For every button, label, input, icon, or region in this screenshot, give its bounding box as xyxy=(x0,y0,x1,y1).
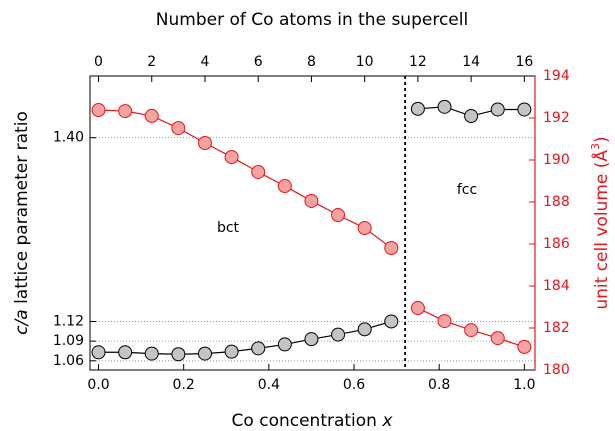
data-point xyxy=(171,347,186,362)
data-point xyxy=(490,102,505,117)
y-tick-label: 1.09 xyxy=(53,333,84,349)
data-point xyxy=(171,121,186,136)
data-point xyxy=(410,101,425,116)
y-tick-label: 1.12 xyxy=(53,313,84,329)
y2-tick-label: 184 xyxy=(543,278,570,294)
data-point xyxy=(197,346,212,361)
data-point xyxy=(277,179,292,194)
data-point xyxy=(91,103,106,118)
top-axis-label: Number of Co atoms in the supercell xyxy=(156,10,468,30)
data-point xyxy=(331,327,346,342)
data-point xyxy=(144,108,159,123)
x2-tick-label: 4 xyxy=(201,54,210,70)
y-tick-label: 1.40 xyxy=(53,130,84,146)
data-point xyxy=(517,339,532,354)
x2-tick-label: 10 xyxy=(356,54,374,70)
data-point xyxy=(224,150,239,165)
y-axis-label: c/a lattice parameter ratio xyxy=(12,111,32,335)
y2-tick-label: 186 xyxy=(543,236,570,252)
data-point xyxy=(357,221,372,236)
y2-tick-label: 182 xyxy=(543,320,570,336)
x2-tick-label: 16 xyxy=(515,54,533,70)
data-point xyxy=(251,164,266,179)
y2-axis-label-end: ) xyxy=(592,136,612,143)
x-axis-label: Co concentration x xyxy=(232,411,394,431)
x-tick-label: 0.0 xyxy=(87,377,109,393)
y2-tick-label: 194 xyxy=(543,68,570,84)
x2-tick-label: 14 xyxy=(462,54,480,70)
data-point xyxy=(304,193,319,208)
data-point xyxy=(304,332,319,347)
data-point xyxy=(464,109,479,124)
x-tick-label: 0.2 xyxy=(173,377,195,393)
x2-tick-label: 12 xyxy=(409,54,427,70)
y2-tick-label: 192 xyxy=(543,110,570,126)
x-tick-label: 0.8 xyxy=(428,377,450,393)
x-tick-label: 0.6 xyxy=(343,377,365,393)
series-line xyxy=(98,320,392,355)
data-point xyxy=(437,99,452,114)
data-point xyxy=(224,344,239,359)
data-point xyxy=(118,104,133,119)
data-point xyxy=(118,345,133,360)
x2-tick-label: 8 xyxy=(307,54,316,70)
x-tick-label: 0.4 xyxy=(258,377,280,393)
data-point xyxy=(384,314,399,329)
y2-tick-label: 180 xyxy=(543,362,570,378)
annotation: fcc xyxy=(457,182,477,198)
y-axis-label-var: c/a xyxy=(12,309,32,335)
y2-axis-label-sup: 3 xyxy=(589,143,602,150)
data-point xyxy=(490,331,505,346)
y2-axis-label: unit cell volume (Å3) xyxy=(589,136,613,309)
data-point xyxy=(437,314,452,329)
y2-tick-label: 190 xyxy=(543,152,570,168)
y-axis-label-text: lattice parameter ratio xyxy=(12,111,32,304)
data-point xyxy=(357,322,372,337)
data-point xyxy=(410,301,425,316)
data-point xyxy=(517,102,532,117)
data-point xyxy=(331,208,346,223)
data-point xyxy=(91,345,106,360)
x-axis-label-var: x xyxy=(381,411,393,431)
y-tick-label: 1.06 xyxy=(53,353,84,369)
annotation: bct xyxy=(217,220,240,236)
data-point xyxy=(384,240,399,255)
data-point xyxy=(144,346,159,361)
data-point xyxy=(197,135,212,150)
y2-axis-label-text: unit cell volume (Å xyxy=(590,150,612,310)
series-line xyxy=(98,109,392,249)
x-tick-label: 1.0 xyxy=(513,377,535,393)
data-point xyxy=(464,323,479,338)
x-axis-label-text: Co concentration xyxy=(232,411,377,431)
data-point xyxy=(251,341,266,356)
y2-tick-label: 188 xyxy=(543,194,570,210)
x2-tick-label: 0 xyxy=(94,54,103,70)
x2-tick-label: 2 xyxy=(147,54,156,70)
x2-tick-label: 6 xyxy=(254,54,263,70)
data-point xyxy=(277,337,292,352)
